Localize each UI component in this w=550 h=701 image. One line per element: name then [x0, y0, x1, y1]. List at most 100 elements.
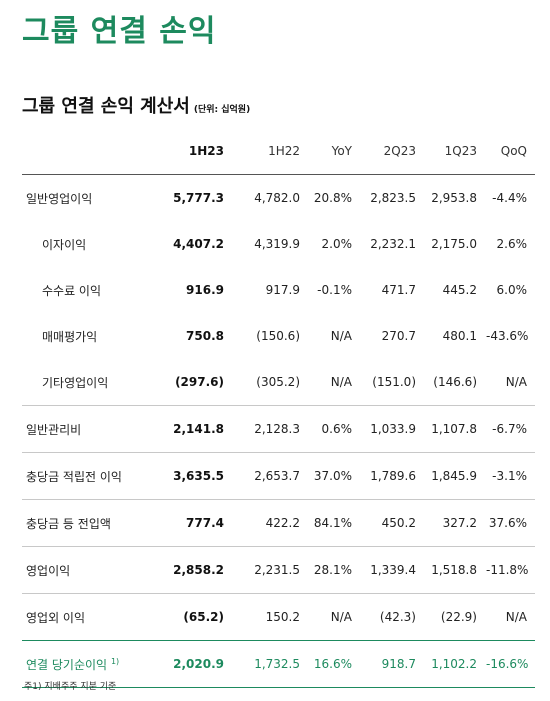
- value-cell: 1,102.2: [424, 640, 485, 688]
- value-cell: 2,128.3: [232, 405, 308, 453]
- row-label: 연결 당기순이익 1): [22, 640, 164, 688]
- row-label: 매매평가익: [42, 329, 98, 344]
- row-label: 영업이익: [22, 546, 164, 594]
- table-row: 일반관리비 2,141.8 2,128.3 0.6% 1,033.9 1,107…: [22, 405, 535, 453]
- value-cell: N/A: [485, 593, 535, 641]
- column-header: 1H23: [164, 128, 232, 175]
- value-cell: -3.1%: [485, 452, 535, 500]
- value-cell: 471.7: [381, 283, 416, 297]
- value-cell: 1,518.8: [424, 546, 485, 594]
- table-row: 영업외 이익 (65.2) 150.2 N/A (42.3) (22.9) N/…: [22, 593, 535, 641]
- unit-note: (단위: 십억원): [193, 105, 251, 115]
- value-cell: 84.1%: [308, 499, 360, 547]
- value-cell: 445.2: [442, 283, 477, 297]
- table-row: 일반영업이익 5,777.3 4,782.0 20.8% 2,823.5 2,9…: [22, 175, 535, 222]
- value-cell: (42.3): [360, 593, 424, 641]
- value-cell: 916.9: [186, 283, 224, 297]
- value-cell: 422.2: [232, 499, 308, 547]
- header-label-cell: [22, 128, 164, 175]
- value-cell: 2,953.8: [431, 191, 477, 205]
- value-cell: 16.6%: [308, 640, 360, 688]
- value-cell: -11.8%: [485, 546, 535, 594]
- value-cell: 2,858.2: [164, 546, 232, 594]
- value-cell: 270.7: [381, 329, 416, 343]
- value-cell: 777.4: [164, 499, 232, 547]
- value-cell: 6.0%: [496, 283, 528, 297]
- table-row: 충당금 적립전 이익 3,635.5 2,653.7 37.0% 1,789.6…: [22, 452, 535, 500]
- value-cell: 28.1%: [308, 546, 360, 594]
- value-cell: 917.9: [265, 283, 300, 297]
- value-cell: (146.6): [433, 375, 477, 389]
- footnote-marker: 1): [110, 656, 120, 666]
- value-cell: 37.6%: [485, 499, 535, 547]
- value-cell: 1,339.4: [360, 546, 424, 594]
- column-header: 1H22: [232, 128, 308, 175]
- value-cell: 4,319.9: [254, 237, 300, 251]
- value-cell: (65.2): [164, 593, 232, 641]
- value-cell: 2,141.8: [164, 405, 232, 453]
- table-row: 수수료 이익 916.9 917.9 -0.1% 471.7 445.2 6.0…: [22, 267, 535, 313]
- row-label: 이자이익: [42, 237, 87, 252]
- table-row: 영업이익 2,858.2 2,231.5 28.1% 1,339.4 1,518…: [22, 546, 535, 594]
- column-header: 2Q23: [360, 128, 424, 175]
- value-cell: 3,635.5: [164, 452, 232, 500]
- value-cell: 4,782.0: [254, 191, 300, 205]
- value-cell: 1,845.9: [424, 452, 485, 500]
- row-label: 충당금 적립전 이익: [22, 452, 164, 500]
- value-cell: -0.1%: [317, 283, 352, 297]
- value-cell: (150.6): [256, 329, 300, 343]
- income-statement-table-wrapper: 1H23 1H22 YoY 2Q23 1Q23 QoQ 일반영업이익 5,777…: [22, 128, 535, 688]
- section-title: 그룹 연결 손익 계산서 (단위: 십억원): [22, 92, 250, 118]
- value-cell: 20.8%: [313, 191, 352, 205]
- value-cell: 2,020.9: [164, 640, 232, 688]
- value-cell: 5,777.3: [173, 191, 224, 205]
- value-cell: 1,107.8: [424, 405, 485, 453]
- value-cell: 0.6%: [308, 405, 360, 453]
- row-label: 충당금 등 전입액: [22, 499, 164, 547]
- table-row: 충당금 등 전입액 777.4 422.2 84.1% 450.2 327.2 …: [22, 499, 535, 547]
- value-cell: -6.7%: [485, 405, 535, 453]
- value-cell: -4.4%: [492, 191, 527, 205]
- value-cell: 2,653.7: [232, 452, 308, 500]
- value-cell: 918.7: [360, 640, 424, 688]
- value-cell: -16.6%: [485, 640, 535, 688]
- value-cell: (297.6): [175, 375, 224, 389]
- page-title: 그룹 연결 손익: [22, 14, 217, 49]
- value-cell: 4,407.2: [173, 237, 224, 251]
- value-cell: 327.2: [424, 499, 485, 547]
- value-cell: 2,823.5: [370, 191, 416, 205]
- value-cell: N/A: [330, 375, 352, 389]
- table-row: 이자이익 4,407.2 4,319.9 2.0% 2,232.1 2,175.…: [22, 221, 535, 267]
- value-cell: 150.2: [232, 593, 308, 641]
- table-header-row: 1H23 1H22 YoY 2Q23 1Q23 QoQ: [22, 128, 535, 175]
- value-cell: 450.2: [360, 499, 424, 547]
- income-statement-table: 1H23 1H22 YoY 2Q23 1Q23 QoQ 일반영업이익 5,777…: [22, 128, 535, 688]
- row-label: 일반관리비: [22, 405, 164, 453]
- column-header: 1Q23: [424, 128, 485, 175]
- row-label: 수수료 이익: [42, 283, 102, 298]
- table-row-net-income: 연결 당기순이익 1) 2,020.9 1,732.5 16.6% 918.7 …: [22, 640, 535, 688]
- value-cell: N/A: [308, 593, 360, 641]
- value-cell: (305.2): [256, 375, 300, 389]
- row-label-text: 연결 당기순이익: [26, 657, 108, 672]
- value-cell: 2,231.5: [232, 546, 308, 594]
- table-row: 기타영업이익 (297.6) (305.2) N/A (151.0) (146.…: [22, 359, 535, 406]
- value-cell: 750.8: [186, 329, 224, 343]
- section-title-text: 그룹 연결 손익 계산서: [22, 96, 190, 117]
- row-label: 일반영업이익: [26, 191, 93, 206]
- value-cell: (151.0): [372, 375, 416, 389]
- value-cell: -43.6%: [486, 329, 529, 343]
- table-row: 매매평가익 750.8 (150.6) N/A 270.7 480.1 -43.…: [22, 313, 535, 359]
- value-cell: 1,732.5: [232, 640, 308, 688]
- column-header: YoY: [308, 128, 360, 175]
- value-cell: 1,033.9: [360, 405, 424, 453]
- footnote: 주1) 지배주주 지분 기준: [24, 682, 117, 692]
- value-cell: 1,789.6: [360, 452, 424, 500]
- value-cell: 37.0%: [308, 452, 360, 500]
- column-header: QoQ: [485, 128, 535, 175]
- value-cell: (22.9): [424, 593, 485, 641]
- row-label: 기타영업이익: [42, 375, 109, 390]
- value-cell: 2.0%: [321, 237, 353, 251]
- row-label: 영업외 이익: [22, 593, 164, 641]
- value-cell: N/A: [505, 375, 527, 389]
